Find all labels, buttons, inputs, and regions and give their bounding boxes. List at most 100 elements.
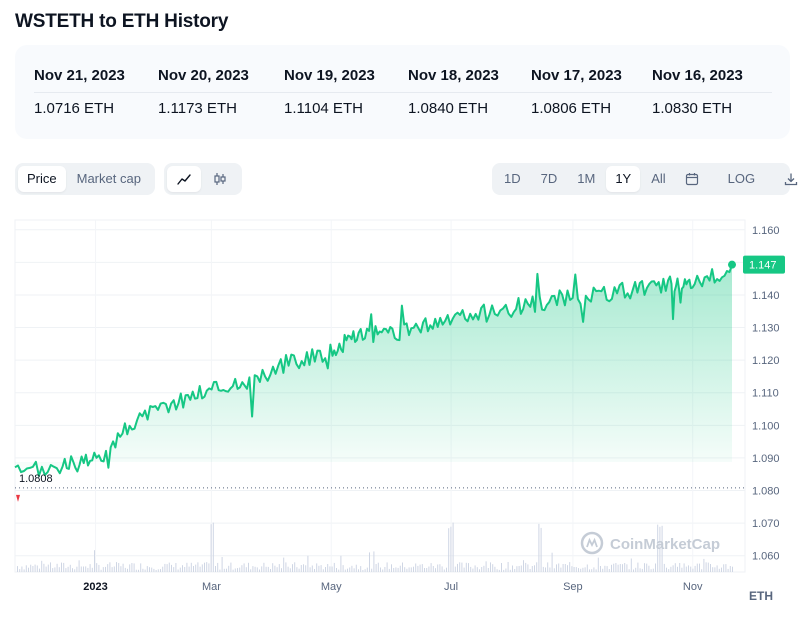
volume-bar bbox=[298, 568, 300, 572]
volume-bar bbox=[615, 563, 617, 572]
volume-bar bbox=[50, 562, 51, 572]
coinmarketcap-logo bbox=[580, 531, 604, 555]
volume-bar bbox=[228, 565, 230, 572]
current-price-label: 1.147 bbox=[749, 260, 777, 272]
volume-bar bbox=[622, 564, 623, 572]
history-date: Nov 21, 2023 bbox=[34, 67, 125, 84]
range-7d[interactable]: 7D bbox=[540, 171, 558, 186]
volume-bar bbox=[707, 562, 709, 572]
volume-bar bbox=[171, 564, 172, 572]
volume-bar bbox=[646, 563, 648, 572]
volume-bar bbox=[285, 562, 287, 572]
volume-bar bbox=[681, 567, 683, 572]
volume-bar bbox=[558, 563, 560, 572]
y-tick-label: 1.120 bbox=[752, 355, 780, 367]
price-chart-svg[interactable]: 1.1601.1501.1401.1301.1201.1101.1001.090… bbox=[0, 212, 807, 618]
volume-bar bbox=[173, 567, 175, 572]
volume-bar bbox=[221, 557, 223, 572]
volume-bar bbox=[426, 568, 428, 572]
volume-bar bbox=[344, 569, 346, 572]
volume-bar bbox=[118, 563, 120, 572]
volume-bar bbox=[523, 560, 524, 572]
volume-bar bbox=[157, 569, 159, 572]
volume-bar bbox=[430, 563, 432, 572]
range-1d[interactable]: 1D bbox=[504, 171, 521, 186]
volume-bar bbox=[705, 562, 707, 572]
volume-bar bbox=[342, 565, 344, 572]
volume-bar bbox=[503, 569, 505, 572]
x-tick-label: 2023 bbox=[83, 581, 107, 593]
volume-bar bbox=[582, 567, 584, 572]
volume-bar bbox=[668, 569, 670, 572]
line-chart-icon[interactable] bbox=[167, 166, 201, 192]
volume-bar bbox=[45, 566, 47, 572]
download-icon[interactable] bbox=[776, 166, 806, 192]
volume-bar bbox=[105, 566, 106, 572]
volume-bar bbox=[606, 566, 608, 572]
volume-bar bbox=[498, 569, 500, 572]
volume-bar bbox=[270, 569, 271, 572]
volume-bar bbox=[215, 566, 216, 572]
range-1y[interactable]: 1Y bbox=[606, 166, 641, 192]
price-history-card: Nov 21, 2023 1.0716 ETH Nov 20, 2023 1.1173… bbox=[15, 45, 790, 139]
volume-bar bbox=[248, 562, 249, 572]
volume-bar bbox=[419, 564, 421, 572]
volume-bar bbox=[52, 568, 54, 572]
volume-bar bbox=[613, 563, 615, 572]
volume-bar bbox=[377, 562, 379, 572]
volume-bar bbox=[626, 564, 628, 572]
unit-label: ETH bbox=[749, 589, 773, 603]
volume-bar bbox=[193, 566, 194, 572]
tab-market-cap[interactable]: Market cap bbox=[76, 171, 141, 186]
log-scale-button[interactable]: LOG bbox=[727, 171, 756, 186]
range-1m[interactable]: 1M bbox=[577, 171, 596, 186]
volume-bar bbox=[393, 568, 395, 572]
volume-bar bbox=[19, 569, 21, 572]
volume-bar bbox=[624, 563, 626, 572]
volume-bar bbox=[641, 568, 643, 572]
volume-bar bbox=[397, 567, 399, 572]
volume-bar bbox=[415, 563, 417, 572]
volume-bar bbox=[177, 569, 179, 572]
page-title: WSTETH to ETH History bbox=[15, 11, 229, 32]
volume-bar bbox=[28, 567, 29, 572]
volume-bar bbox=[338, 569, 340, 572]
range-all[interactable]: All bbox=[651, 171, 666, 186]
volume-bar bbox=[316, 563, 318, 572]
volume-bar bbox=[210, 524, 212, 572]
volume-bar bbox=[85, 566, 87, 572]
volume-bar bbox=[199, 566, 201, 572]
price-chart[interactable]: 1.1601.1501.1401.1301.1201.1101.1001.090… bbox=[0, 212, 807, 618]
volume-bar bbox=[212, 522, 214, 572]
history-row: Nov 21, 2023 1.0716 ETH Nov 20, 2023 1.1173… bbox=[34, 67, 772, 117]
volume-bar bbox=[514, 569, 516, 572]
volume-bar bbox=[725, 564, 727, 572]
volume-bar bbox=[39, 568, 40, 572]
watermark-text: CoinMarketCap bbox=[610, 536, 720, 553]
volume-bar bbox=[65, 568, 67, 572]
volume-bar bbox=[197, 562, 199, 572]
volume-bar bbox=[135, 569, 137, 572]
volume-bar bbox=[232, 569, 234, 572]
y-tick-label: 1.140 bbox=[752, 290, 780, 302]
volume-bar bbox=[175, 563, 177, 572]
volume-bar bbox=[531, 566, 533, 572]
volume-bar bbox=[355, 564, 357, 572]
volume-bar bbox=[305, 565, 307, 572]
candlestick-icon[interactable] bbox=[203, 166, 237, 192]
volume-bar bbox=[694, 565, 696, 572]
metric-toggle: Price Market cap bbox=[15, 163, 155, 195]
volume-bar bbox=[98, 564, 100, 572]
volume-bar bbox=[89, 564, 91, 572]
volume-bar bbox=[168, 562, 170, 572]
volume-bar bbox=[358, 569, 359, 572]
volume-bar bbox=[518, 566, 520, 572]
history-column: Nov 18, 2023 1.0840 ETH bbox=[408, 67, 531, 117]
volume-bar bbox=[237, 568, 238, 572]
volume-bar bbox=[538, 523, 540, 572]
calendar-icon[interactable] bbox=[677, 166, 707, 192]
volume-bar bbox=[318, 565, 320, 572]
volume-bar bbox=[712, 567, 714, 572]
tab-price[interactable]: Price bbox=[18, 166, 66, 192]
volume-bar bbox=[395, 567, 397, 572]
